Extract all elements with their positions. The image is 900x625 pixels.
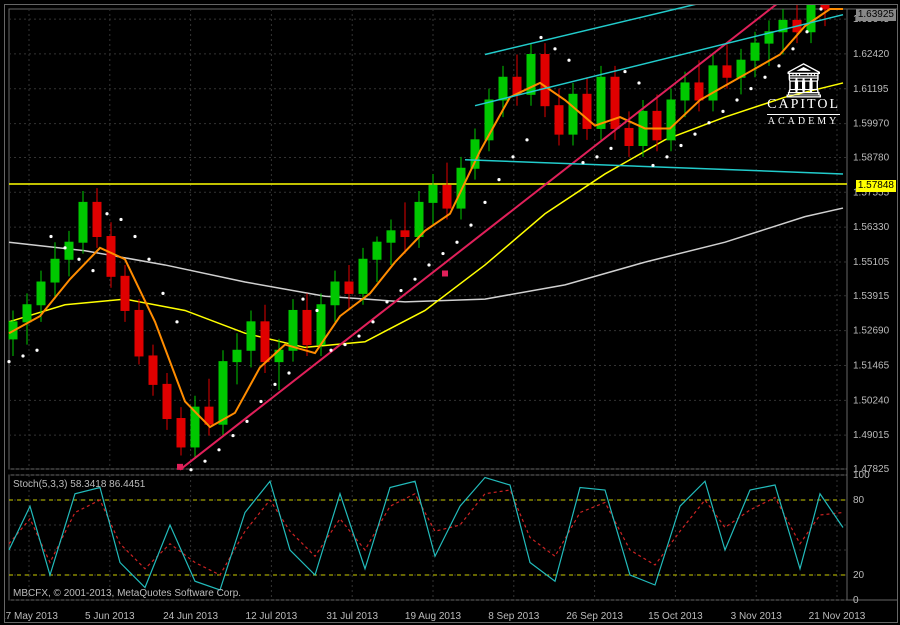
svg-text:15 Oct 2013: 15 Oct 2013 <box>648 611 703 622</box>
svg-text:1.50240: 1.50240 <box>853 395 890 406</box>
svg-text:26 Sep 2013: 26 Sep 2013 <box>566 611 623 622</box>
svg-text:1.56330: 1.56330 <box>853 222 890 233</box>
svg-text:80: 80 <box>853 495 865 506</box>
svg-text:1.62420: 1.62420 <box>853 49 890 60</box>
svg-text:20: 20 <box>853 570 865 581</box>
svg-text:1.59970: 1.59970 <box>853 119 890 130</box>
svg-text:17 May 2013: 17 May 2013 <box>5 611 58 622</box>
chart-svg: 17 May 2013 5 Jun 2013 24 Jun 2013 12 Jul 2… <box>5 5 897 622</box>
svg-text:1.51465: 1.51465 <box>853 360 890 371</box>
chart-container: 17 May 2013 5 Jun 2013 24 Jun 2013 12 Jul 2… <box>4 4 898 623</box>
svg-text:5 Jun 2013: 5 Jun 2013 <box>85 611 135 622</box>
svg-text:21 Nov 2013: 21 Nov 2013 <box>809 611 866 622</box>
svg-text:1.58780: 1.58780 <box>853 152 890 163</box>
svg-text:1.61195: 1.61195 <box>853 84 889 95</box>
svg-text:0: 0 <box>853 595 859 606</box>
logo-line2: ACADEMY <box>767 114 840 127</box>
svg-text:1.49015: 1.49015 <box>853 430 890 441</box>
watermark-logo: 🏛 CAPITOL ACADEMY <box>767 65 840 127</box>
capitol-icon: 🏛 <box>767 65 840 99</box>
price-tag: 1.57848 <box>856 180 896 192</box>
svg-text:12 Jul 2013: 12 Jul 2013 <box>246 611 298 622</box>
svg-text:24 Jun 2013: 24 Jun 2013 <box>163 611 218 622</box>
svg-text:31 Jul 2013: 31 Jul 2013 <box>326 611 378 622</box>
svg-text:3 Nov 2013: 3 Nov 2013 <box>731 611 783 622</box>
svg-text:19 Aug 2013: 19 Aug 2013 <box>405 611 462 622</box>
svg-text:100: 100 <box>853 470 870 481</box>
logo-line1: CAPITOL <box>767 97 840 113</box>
svg-text:8 Sep 2013: 8 Sep 2013 <box>488 611 540 622</box>
svg-text:Stoch(5,3,3) 58.3418 86.4451: Stoch(5,3,3) 58.3418 86.4451 <box>13 479 146 490</box>
svg-text:1.55105: 1.55105 <box>853 257 890 268</box>
price-tag: 1.63925 <box>856 9 896 21</box>
svg-text:1.52690: 1.52690 <box>853 326 890 337</box>
svg-text:MBCFX, © 2001-2013, MetaQuotes: MBCFX, © 2001-2013, MetaQuotes Software … <box>13 588 241 599</box>
svg-text:1.53915: 1.53915 <box>853 291 890 302</box>
